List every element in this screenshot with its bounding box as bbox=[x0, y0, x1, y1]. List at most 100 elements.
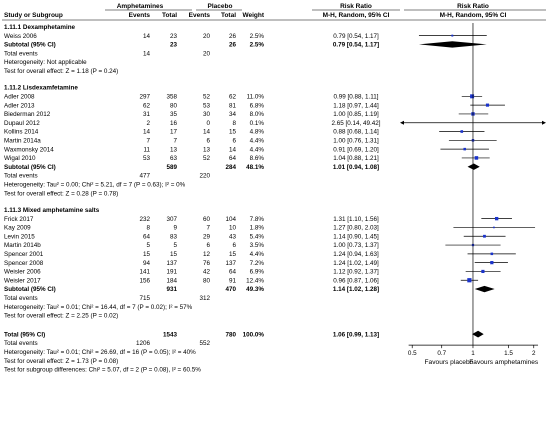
study-total2: 43 bbox=[229, 233, 237, 240]
study-point-marker bbox=[493, 226, 495, 229]
study-name: Weisler 2017 bbox=[4, 277, 41, 284]
heterogeneity-text: Heterogeneity: Tau² = 0.00; Chi² = 5.21,… bbox=[4, 182, 186, 189]
study-events2: 14 bbox=[203, 129, 211, 136]
study-weight: 11.0% bbox=[247, 94, 265, 101]
study-events2: 42 bbox=[203, 269, 211, 276]
study-events2: 60 bbox=[203, 216, 211, 223]
heterogeneity-text: Heterogeneity: Tau² = 0.01; Chi² = 16.44… bbox=[4, 304, 193, 311]
study-point-marker bbox=[483, 234, 486, 238]
subtotal-total1: 23 bbox=[170, 42, 178, 49]
overall-total-events-label: Total events bbox=[4, 340, 38, 347]
study-total2: 15 bbox=[229, 129, 237, 136]
favours-right-label: Favours amphetamines bbox=[469, 359, 539, 366]
study-point-marker bbox=[460, 130, 464, 133]
study-events1: 62 bbox=[143, 102, 151, 109]
study-total1: 7 bbox=[173, 138, 177, 145]
study-ci: 1.27 [0.80, 2.03] bbox=[333, 225, 379, 232]
study-weight: 0.1% bbox=[250, 120, 265, 127]
study-events2: 29 bbox=[203, 233, 211, 240]
x-axis-tick-label: 1 bbox=[471, 350, 475, 357]
overall-total2: 780 bbox=[225, 331, 236, 338]
header-rr-title: Risk Ratio bbox=[340, 3, 372, 10]
study-events2: 52 bbox=[203, 94, 211, 101]
study-ci: 0.96 [0.87, 1.06] bbox=[333, 277, 379, 284]
study-events2: 13 bbox=[203, 146, 211, 153]
study-weight: 12.4% bbox=[246, 277, 264, 284]
x-axis-tick-label: 2 bbox=[532, 350, 536, 357]
study-total2: 104 bbox=[225, 216, 236, 223]
study-weight: 2.5% bbox=[250, 33, 265, 40]
study-point-marker bbox=[451, 34, 454, 37]
study-name: Kollins 2014 bbox=[4, 129, 39, 136]
study-total2: 26 bbox=[229, 33, 237, 40]
study-events1: 53 bbox=[143, 155, 151, 162]
study-total1: 184 bbox=[166, 277, 177, 284]
study-total1: 15 bbox=[170, 251, 178, 258]
study-weight: 5.4% bbox=[250, 233, 265, 240]
overall-diamond bbox=[472, 330, 484, 338]
study-total2: 81 bbox=[229, 102, 237, 109]
study-weight: 4.4% bbox=[250, 251, 265, 258]
header-plot-title: Risk Ratio bbox=[457, 3, 489, 10]
subgroup-title: 1.11.2 Lisdexamfetamine bbox=[4, 85, 78, 92]
study-events2: 30 bbox=[203, 111, 211, 118]
study-events1: 5 bbox=[146, 242, 150, 249]
header-group1-title: Amphetamines bbox=[117, 3, 164, 10]
study-name: Weiss 2006 bbox=[4, 33, 37, 40]
study-events2: 80 bbox=[203, 277, 211, 284]
study-weight: 4.4% bbox=[250, 138, 265, 145]
study-weight: 6.8% bbox=[250, 102, 265, 109]
study-events2: 6 bbox=[206, 242, 210, 249]
total-events2: 312 bbox=[199, 295, 210, 302]
study-total2: 137 bbox=[225, 260, 236, 267]
study-ci: 1.04 [0.88, 1.21] bbox=[333, 155, 379, 162]
study-point-marker bbox=[467, 278, 472, 283]
study-ci: 0.99 [0.88, 1.11] bbox=[333, 94, 378, 101]
study-total2: 6 bbox=[232, 242, 236, 249]
overall-heterogeneity: Heterogeneity: Tau² = 0.01; Chi² = 26.69… bbox=[4, 349, 196, 356]
study-ci: 0.91 [0.69, 1.20] bbox=[333, 146, 379, 153]
header-total2: Total bbox=[221, 12, 236, 19]
study-point-marker bbox=[470, 94, 475, 99]
subtotal-diamond bbox=[418, 41, 487, 48]
header-study: Study or Subgroup bbox=[4, 12, 63, 19]
study-ci: 1.00 [0.85, 1.19] bbox=[333, 111, 379, 118]
study-total2: 62 bbox=[229, 94, 237, 101]
study-total2: 64 bbox=[229, 155, 237, 162]
study-events2: 53 bbox=[203, 102, 211, 109]
study-events2: 52 bbox=[203, 155, 211, 162]
study-total1: 17 bbox=[170, 129, 178, 136]
study-name: Wigal 2010 bbox=[4, 155, 36, 162]
study-events1: 64 bbox=[143, 233, 151, 240]
study-weight: 7.8% bbox=[250, 216, 265, 223]
subtotal-label: Subtotal (95% CI) bbox=[4, 286, 56, 293]
header-total1: Total bbox=[162, 12, 177, 19]
subtotal-weight: 2.5% bbox=[250, 42, 265, 49]
header-group2-title: Placebo bbox=[208, 3, 233, 10]
subgroup-title: 1.11.3 Mixed amphetamine salts bbox=[4, 207, 100, 214]
study-ci: 0.88 [0.68, 1.14] bbox=[333, 129, 379, 136]
subtotal-weight: 48.1% bbox=[246, 164, 264, 171]
study-point-marker bbox=[490, 252, 494, 256]
study-ci: 1.24 [1.02, 1.49] bbox=[333, 260, 379, 267]
total-events1: 715 bbox=[139, 295, 150, 302]
study-events2: 76 bbox=[203, 260, 211, 267]
study-name: Frick 2017 bbox=[4, 216, 34, 223]
subtotal-diamond bbox=[474, 285, 495, 293]
study-total1: 191 bbox=[166, 269, 177, 276]
study-total2: 10 bbox=[229, 225, 237, 232]
study-events1: 15 bbox=[143, 251, 151, 258]
study-events2: 6 bbox=[206, 138, 210, 145]
subtotal-total2: 284 bbox=[225, 164, 236, 171]
header-weight: Weight bbox=[242, 12, 264, 19]
favours-left-label: Favours placebo bbox=[425, 359, 474, 366]
study-total2: 34 bbox=[229, 111, 237, 118]
study-events2: 0 bbox=[206, 120, 210, 127]
subtotal-diamond bbox=[467, 163, 480, 170]
overall-weight: 100.0% bbox=[243, 331, 265, 338]
study-total1: 35 bbox=[170, 111, 178, 118]
study-ci: 2.65 [0.14, 49.42] bbox=[331, 120, 380, 127]
x-axis-tick-label: 0.5 bbox=[408, 350, 417, 357]
study-total1: 83 bbox=[170, 233, 178, 240]
